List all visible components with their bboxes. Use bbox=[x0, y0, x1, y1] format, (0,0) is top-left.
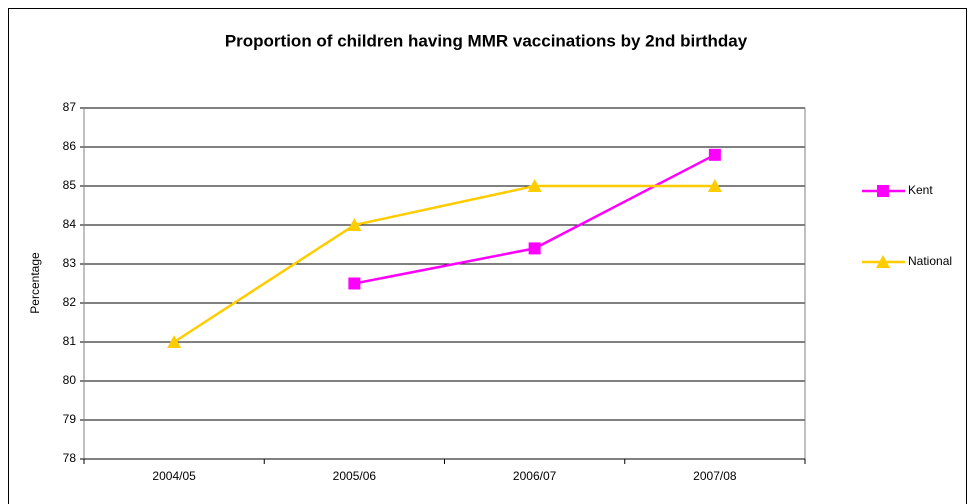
y-tick-label: 86 bbox=[63, 139, 77, 153]
y-tick-label: 81 bbox=[63, 334, 77, 348]
y-tick-label: 78 bbox=[63, 451, 77, 465]
y-axis-label: Percentage bbox=[28, 252, 42, 314]
data-point bbox=[528, 242, 541, 255]
legend-label: National bbox=[908, 254, 952, 268]
y-tick-label: 80 bbox=[63, 373, 77, 387]
data-point bbox=[708, 148, 721, 161]
x-tick-label: 2007/08 bbox=[693, 469, 737, 483]
data-point bbox=[527, 179, 542, 192]
chart-frame bbox=[8, 8, 967, 504]
series-line bbox=[173, 184, 715, 344]
data-point bbox=[167, 335, 182, 348]
y-tick-label: 83 bbox=[63, 256, 77, 270]
y-tick-label: 85 bbox=[63, 178, 77, 192]
y-tick-label: 79 bbox=[63, 412, 77, 426]
data-point bbox=[707, 179, 722, 192]
x-tick-label: 2005/06 bbox=[333, 469, 377, 483]
chart-title: Proportion of children having MMR vaccin… bbox=[225, 31, 748, 50]
y-tick-label: 82 bbox=[63, 295, 77, 309]
legend-marker bbox=[877, 185, 889, 197]
y-tick-label: 87 bbox=[63, 100, 77, 114]
x-tick-label: 2006/07 bbox=[513, 469, 557, 483]
y-tick-label: 84 bbox=[63, 217, 77, 231]
data-point bbox=[348, 277, 361, 290]
legend-marker bbox=[876, 255, 890, 268]
x-tick-label: 2004/05 bbox=[152, 469, 196, 483]
data-point bbox=[347, 218, 362, 231]
legend-label: Kent bbox=[908, 183, 933, 197]
